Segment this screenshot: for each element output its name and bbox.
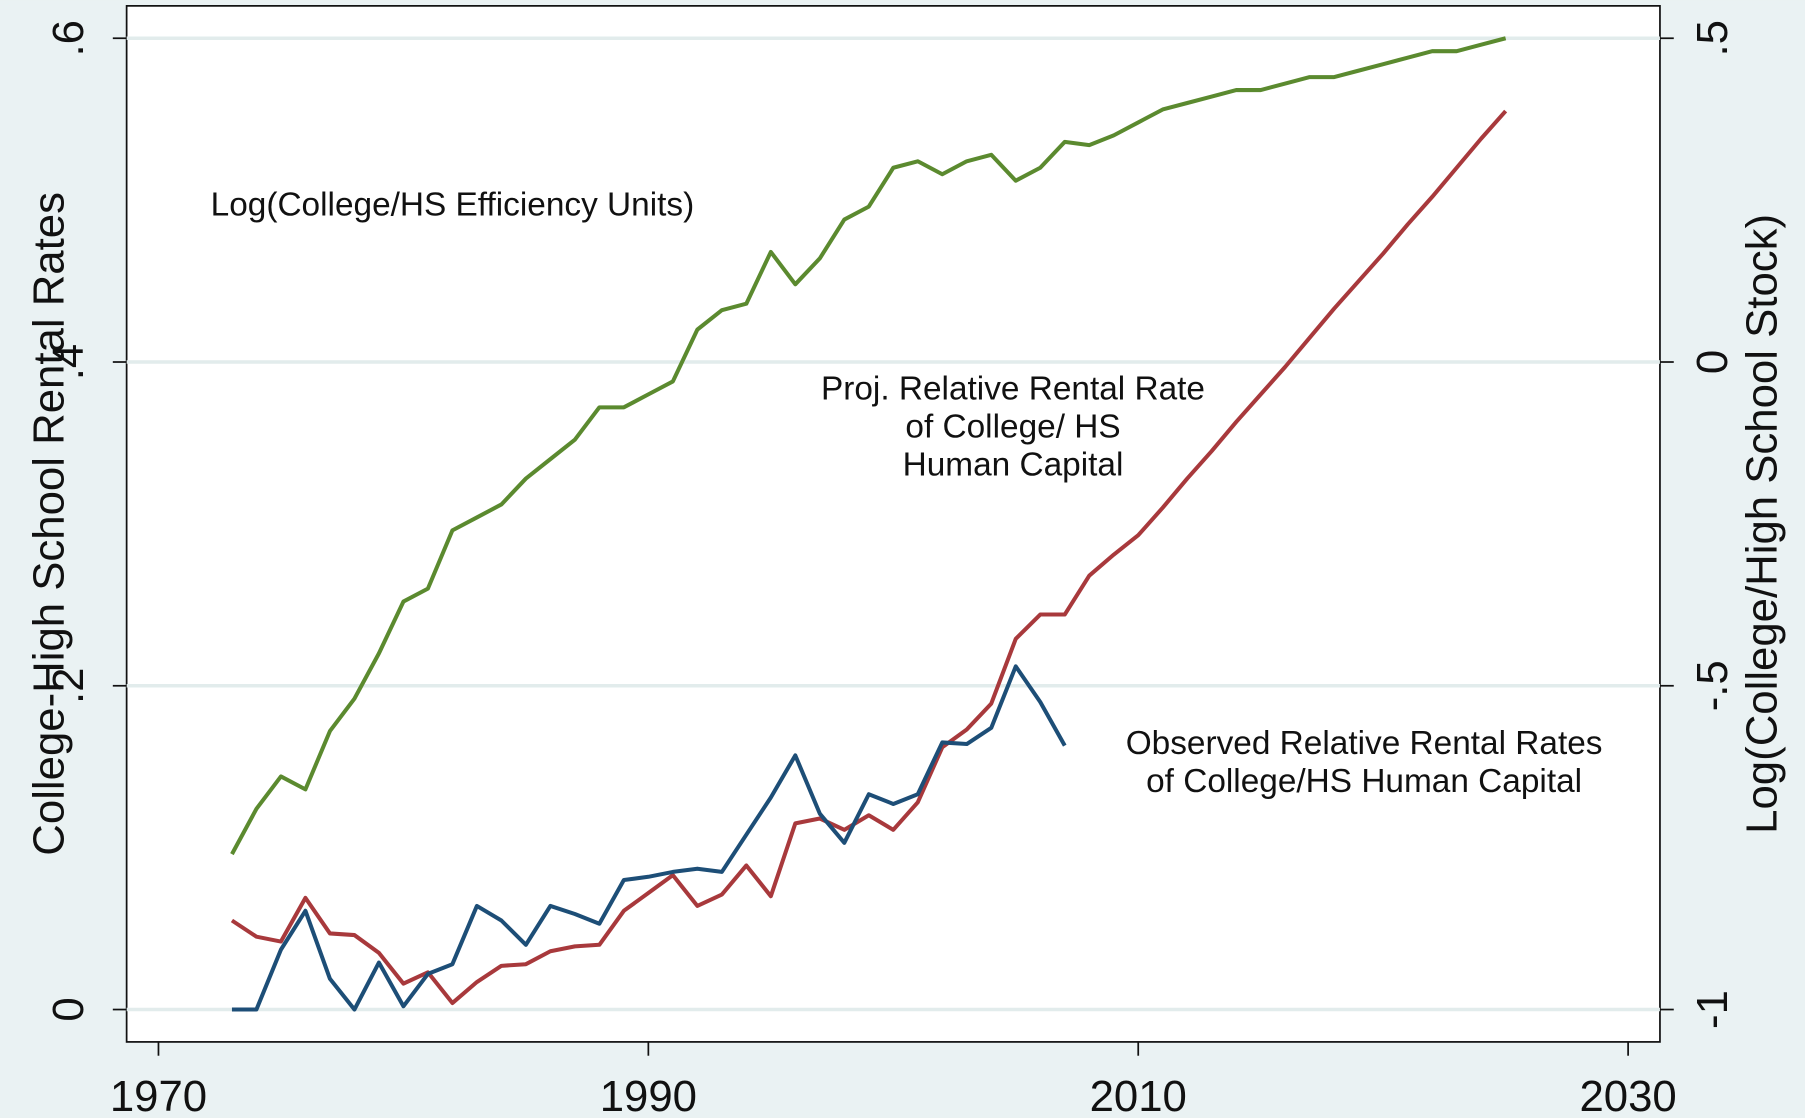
y2-tick-label: -1 [1688, 990, 1737, 1029]
annotation: Observed Relative Rental Rates [1126, 725, 1603, 762]
x-tick-label: 1990 [600, 1072, 697, 1118]
x-tick-label: 2010 [1090, 1072, 1187, 1118]
y-tick-label: .4 [44, 344, 93, 380]
plot-area [125, 5, 1661, 1043]
annotation: Human Capital [903, 447, 1124, 484]
y2-axis-title: Log(College/High School Stock) [1737, 214, 1786, 834]
series-line [231, 664, 1067, 1012]
x-tick-label: 1970 [110, 1072, 207, 1118]
y-axis-title: College-High School Rental Rates [24, 192, 73, 856]
x-tick-label: 2030 [1579, 1072, 1676, 1118]
y2-tick-label: -.5 [1688, 660, 1737, 711]
series-line [230, 109, 1508, 1006]
y2-tick-label: 0 [1688, 350, 1737, 374]
annotation: of College/ HS [905, 409, 1120, 446]
y2-tick-label: .5 [1688, 20, 1737, 56]
annotation: Log(College/HS Efficiency Units) [211, 186, 695, 223]
y-tick-label: 0 [44, 997, 93, 1021]
y-tick-label: .6 [44, 20, 93, 56]
annotation: Proj. Relative Rental Rate [821, 371, 1205, 408]
y-tick-label: .2 [44, 668, 93, 704]
annotation: of College/HS Human Capital [1146, 763, 1582, 800]
series-line [230, 36, 1507, 856]
